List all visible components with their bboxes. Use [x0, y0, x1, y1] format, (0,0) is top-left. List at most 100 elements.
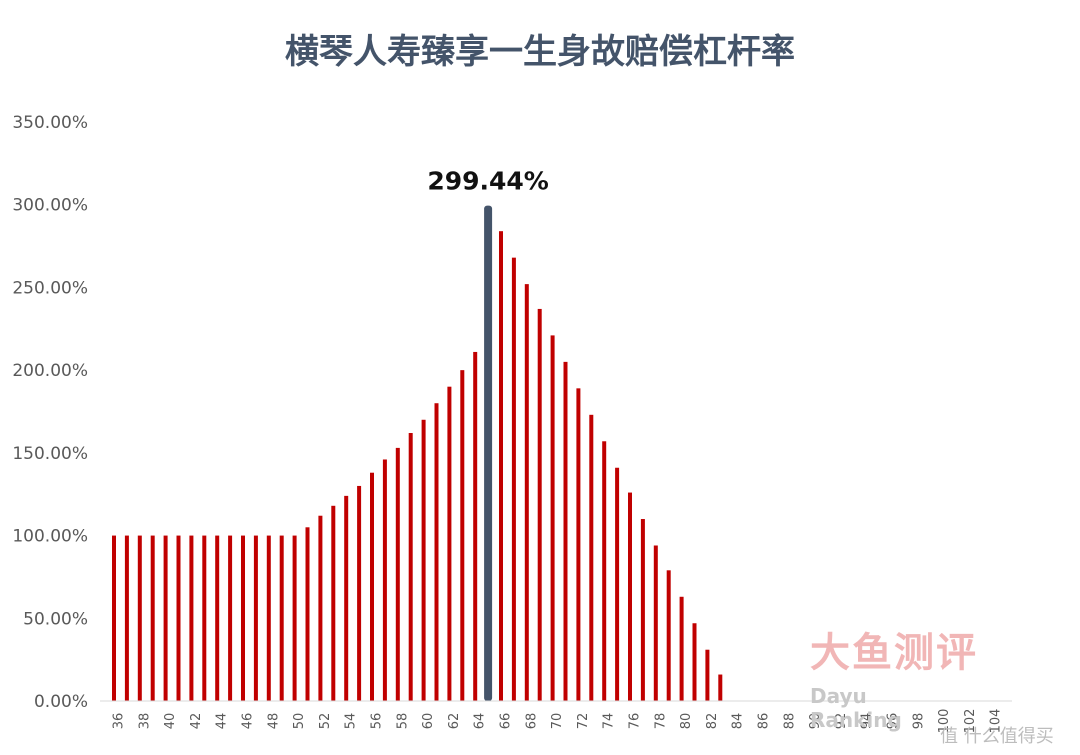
- x-tick-label: 86: [757, 713, 772, 730]
- bar: [266, 535, 271, 701]
- bar: [434, 403, 439, 701]
- bar: [382, 459, 387, 701]
- bar: [615, 467, 620, 701]
- x-tick-label: 78: [653, 713, 668, 730]
- x-tick-label: 74: [602, 713, 617, 730]
- x-axis: 36 38 40 42 44 46 48 50 52 54 56 58 60 62 64 66 68 70 72 74…: [100, 700, 1012, 734]
- x-tick-label: 62: [447, 713, 462, 730]
- x-tick-label: 40: [163, 713, 178, 730]
- x-tick-label: 56: [370, 713, 385, 730]
- chart-title: 横琴人寿臻享一生身故赔偿杠杆率: [285, 32, 795, 72]
- bar: [344, 495, 349, 701]
- x-tick-label: 72: [576, 713, 591, 730]
- y-tick-label: 200.00%: [12, 361, 88, 381]
- y-axis-labels: 0.00% 50.00% 100.00% 150.00% 200.00% 250.00% 3…: [12, 113, 88, 712]
- bar: [292, 535, 297, 701]
- bar: [653, 545, 658, 701]
- bar: [511, 257, 516, 701]
- x-tick-label: 92: [834, 713, 849, 730]
- watermark: 大鱼测评 Dayu Ranking: [810, 620, 1000, 732]
- bar: [279, 535, 284, 701]
- bar: [331, 505, 336, 701]
- bar: [150, 535, 155, 701]
- bar: [563, 361, 568, 701]
- bar: [421, 419, 426, 701]
- bar: [640, 519, 645, 701]
- site-corner-mark: 值 什么值得买: [940, 726, 1054, 747]
- x-tick-label: 52: [318, 713, 333, 730]
- bar: [602, 441, 607, 701]
- x-tick-label: 48: [266, 713, 281, 730]
- x-tick-label: 104: [989, 709, 1004, 734]
- x-tick-label: 96: [886, 713, 901, 730]
- x-tick-label: 46: [241, 713, 256, 730]
- bar: [550, 335, 555, 701]
- x-tick-label: 70: [550, 713, 565, 730]
- bar: [202, 535, 207, 701]
- bar: [163, 535, 168, 701]
- bar: [305, 527, 310, 701]
- x-tick-label: 84: [731, 713, 746, 730]
- bar: [176, 535, 181, 701]
- bar: [589, 414, 594, 701]
- x-tick-label: 90: [808, 713, 823, 730]
- watermark-cn: 大鱼测评: [810, 630, 978, 676]
- x-tick-label: 58: [395, 713, 410, 730]
- x-tick-label: 50: [292, 713, 307, 730]
- bar: [718, 674, 723, 701]
- bar: [408, 433, 413, 701]
- watermark-en: Dayu Ranking: [810, 684, 902, 732]
- bar: [473, 351, 478, 701]
- x-tick-label: 42: [189, 713, 204, 730]
- y-tick-label: 0.00%: [34, 692, 88, 712]
- bar: [576, 388, 581, 701]
- x-tick-label: 66: [499, 713, 514, 730]
- x-tick-label: 80: [679, 713, 694, 730]
- x-tick-label: 98: [911, 713, 926, 730]
- x-tick-label: 60: [421, 713, 436, 730]
- x-tick-label: 36: [112, 713, 127, 730]
- bar: [705, 649, 710, 701]
- x-tick-label: 54: [344, 713, 359, 730]
- y-tick-label: 100.00%: [12, 527, 88, 547]
- bar: [447, 386, 452, 701]
- bar: [524, 284, 529, 701]
- x-tick-label: 64: [473, 713, 488, 730]
- bar: [370, 472, 374, 701]
- x-tick-label: 68: [524, 713, 539, 730]
- bar: [112, 535, 116, 701]
- bar: [499, 231, 503, 701]
- y-tick-label: 150.00%: [12, 444, 88, 464]
- bar-highlight: [484, 205, 493, 701]
- bar: [395, 447, 400, 701]
- bar: [124, 535, 129, 701]
- bar: [666, 570, 671, 701]
- y-tick-label: 300.00%: [12, 196, 88, 216]
- y-tick-label: 350.00%: [12, 113, 88, 133]
- bar: [253, 535, 258, 701]
- bar: [679, 596, 684, 701]
- bar: [241, 535, 245, 701]
- x-tick-label: 82: [705, 713, 720, 730]
- bars: [112, 205, 723, 701]
- y-tick-label: 250.00%: [12, 278, 88, 298]
- peak-data-label: 299.44%: [427, 167, 549, 196]
- x-tick-label: 44: [215, 713, 230, 730]
- bar: [137, 535, 142, 701]
- x-tick-label: 88: [782, 713, 797, 730]
- x-tick-label: 100: [937, 709, 952, 734]
- annotations: 299.44%: [427, 167, 549, 196]
- bar: [460, 370, 465, 701]
- bar: [318, 515, 323, 701]
- y-tick-label: 50.00%: [23, 609, 88, 629]
- bar: [692, 623, 697, 701]
- bar: [628, 492, 632, 701]
- x-tick-label: 94: [860, 713, 875, 730]
- bar: [228, 535, 233, 701]
- bar: [357, 485, 362, 701]
- bar: [215, 535, 220, 701]
- bar: [537, 308, 542, 701]
- bar: [189, 535, 194, 701]
- x-tick-label: 38: [137, 713, 152, 730]
